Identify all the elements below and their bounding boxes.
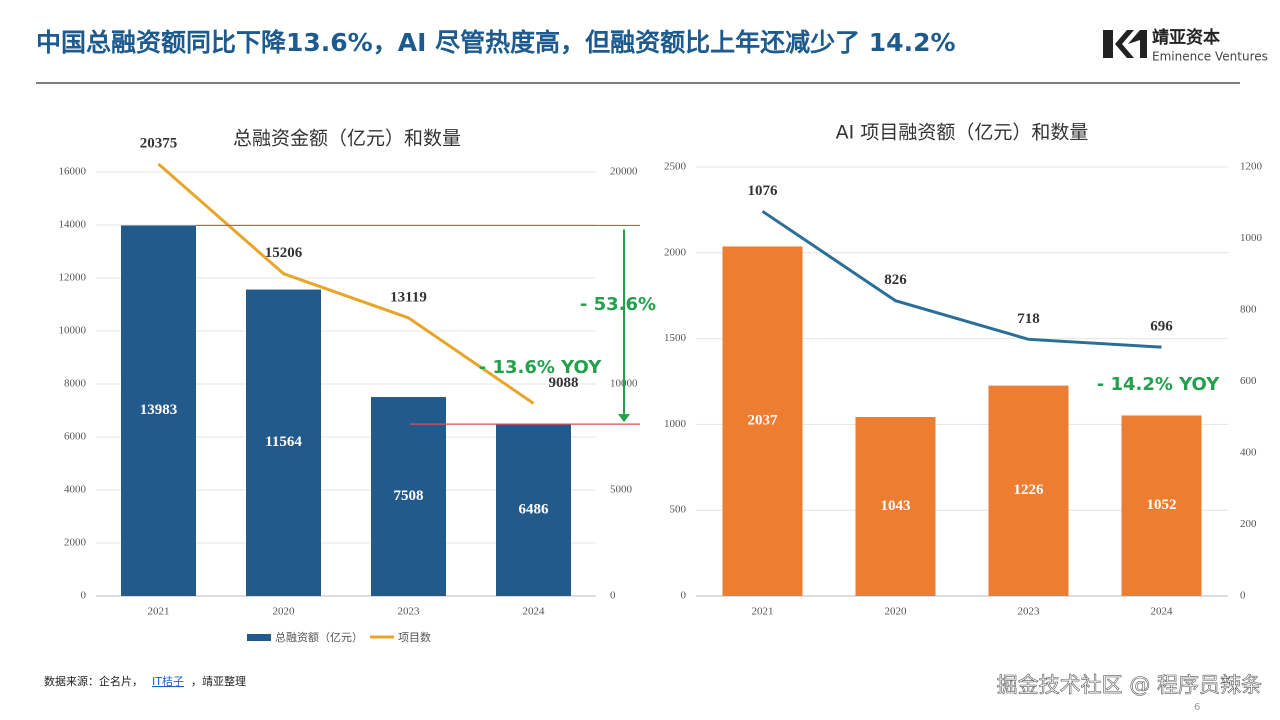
chart-title: AI 项目融资额（亿元）和数量 xyxy=(836,122,1089,144)
bar-value-label: 1043 xyxy=(881,498,911,514)
bar xyxy=(246,289,321,596)
y2-tick-label: 20000 xyxy=(610,166,638,178)
bar-value-label: 7508 xyxy=(394,488,424,504)
bar-value-label: 6486 xyxy=(519,501,550,517)
y-tick-label: 12000 xyxy=(59,272,87,284)
bar xyxy=(1121,415,1202,596)
line-value-label: 20375 xyxy=(140,135,178,151)
legend-label: 项目数 xyxy=(398,631,431,644)
bar xyxy=(722,246,803,596)
y-tick-label: 4000 xyxy=(64,484,87,496)
bar xyxy=(496,424,571,596)
arrow-head xyxy=(618,414,630,423)
x-tick-label: 2024 xyxy=(1151,606,1174,618)
watermark: 掘金技术社区 @ 程序员辣条 xyxy=(997,673,1262,697)
bar-value-label: 1226 xyxy=(1014,482,1045,498)
y2-tick-label: 800 xyxy=(1240,304,1257,316)
y2-tick-label: 5000 xyxy=(610,484,633,496)
x-tick-label: 2021 xyxy=(148,606,170,618)
bar-value-label: 11564 xyxy=(265,434,302,450)
bar-value-label: 13983 xyxy=(140,402,178,418)
y-tick-label: 14000 xyxy=(59,219,87,231)
line-value-label: 826 xyxy=(884,272,907,288)
y2-tick-label: 600 xyxy=(1240,375,1257,387)
logo-en: Eminence Ventures xyxy=(1152,50,1268,64)
y-tick-label: 0 xyxy=(81,590,87,602)
y-tick-label: 6000 xyxy=(64,431,87,443)
x-tick-label: 2020 xyxy=(273,606,296,618)
y-tick-label: 2500 xyxy=(664,161,687,173)
y-tick-label: 2000 xyxy=(664,246,687,258)
y-tick-label: 8000 xyxy=(64,378,87,390)
bar xyxy=(371,397,446,596)
y-tick-label: 2000 xyxy=(64,537,87,549)
y2-tick-label: 200 xyxy=(1240,518,1257,530)
source-link[interactable]: IT桔子 xyxy=(152,674,184,688)
annotation: - 13.6% YOY xyxy=(479,357,603,378)
logo-cn: 靖亚资本 xyxy=(1152,27,1220,48)
y2-tick-label: 1000 xyxy=(1240,232,1263,244)
x-tick-label: 2021 xyxy=(752,606,774,618)
y-tick-label: 1500 xyxy=(664,332,687,344)
line xyxy=(157,162,535,405)
page-number: 6 xyxy=(1194,702,1200,713)
y-tick-label: 10000 xyxy=(59,325,87,337)
line-value-label: 696 xyxy=(1150,319,1173,335)
x-tick-label: 2020 xyxy=(885,606,908,618)
line xyxy=(761,210,1162,349)
line-value-label: 9088 xyxy=(549,375,579,391)
y-tick-label: 0 xyxy=(681,590,687,602)
bar xyxy=(988,385,1069,596)
chart-title: 总融资金额（亿元）和数量 xyxy=(233,128,461,150)
y-tick-label: 1000 xyxy=(664,418,687,430)
y-tick-label: 16000 xyxy=(59,166,87,178)
x-tick-label: 2023 xyxy=(398,606,421,618)
bar xyxy=(121,225,196,596)
logo xyxy=(1103,30,1147,58)
line-value-label: 718 xyxy=(1017,311,1040,327)
annotation: - 53.6% xyxy=(580,294,656,315)
y-tick-label: 500 xyxy=(670,504,687,516)
y2-tick-label: 0 xyxy=(1240,590,1246,602)
x-tick-label: 2024 xyxy=(523,606,546,618)
y2-tick-label: 1200 xyxy=(1240,161,1263,173)
line-value-label: 1076 xyxy=(748,183,779,199)
y2-tick-label: 400 xyxy=(1240,447,1257,459)
x-tick-label: 2023 xyxy=(1018,606,1041,618)
line-value-label: 13119 xyxy=(390,289,427,305)
bar xyxy=(855,417,936,596)
slide-title: 中国总融资额同比下降13.6%，AI 尽管热度高，但融资额比上年还减少了 14.… xyxy=(36,28,956,57)
bar-value-label: 1052 xyxy=(1147,497,1177,513)
legend-label: 总融资额（亿元） xyxy=(275,630,363,644)
source-label: 数据来源：企名片， xyxy=(44,674,143,688)
source-rest: ，靖亚整理 xyxy=(191,674,246,688)
line-value-label: 15206 xyxy=(265,245,303,261)
bar-value-label: 2037 xyxy=(748,413,779,429)
y2-tick-label: 0 xyxy=(610,590,616,602)
legend-swatch xyxy=(247,634,271,641)
annotation: - 14.2% YOY xyxy=(1097,374,1221,395)
